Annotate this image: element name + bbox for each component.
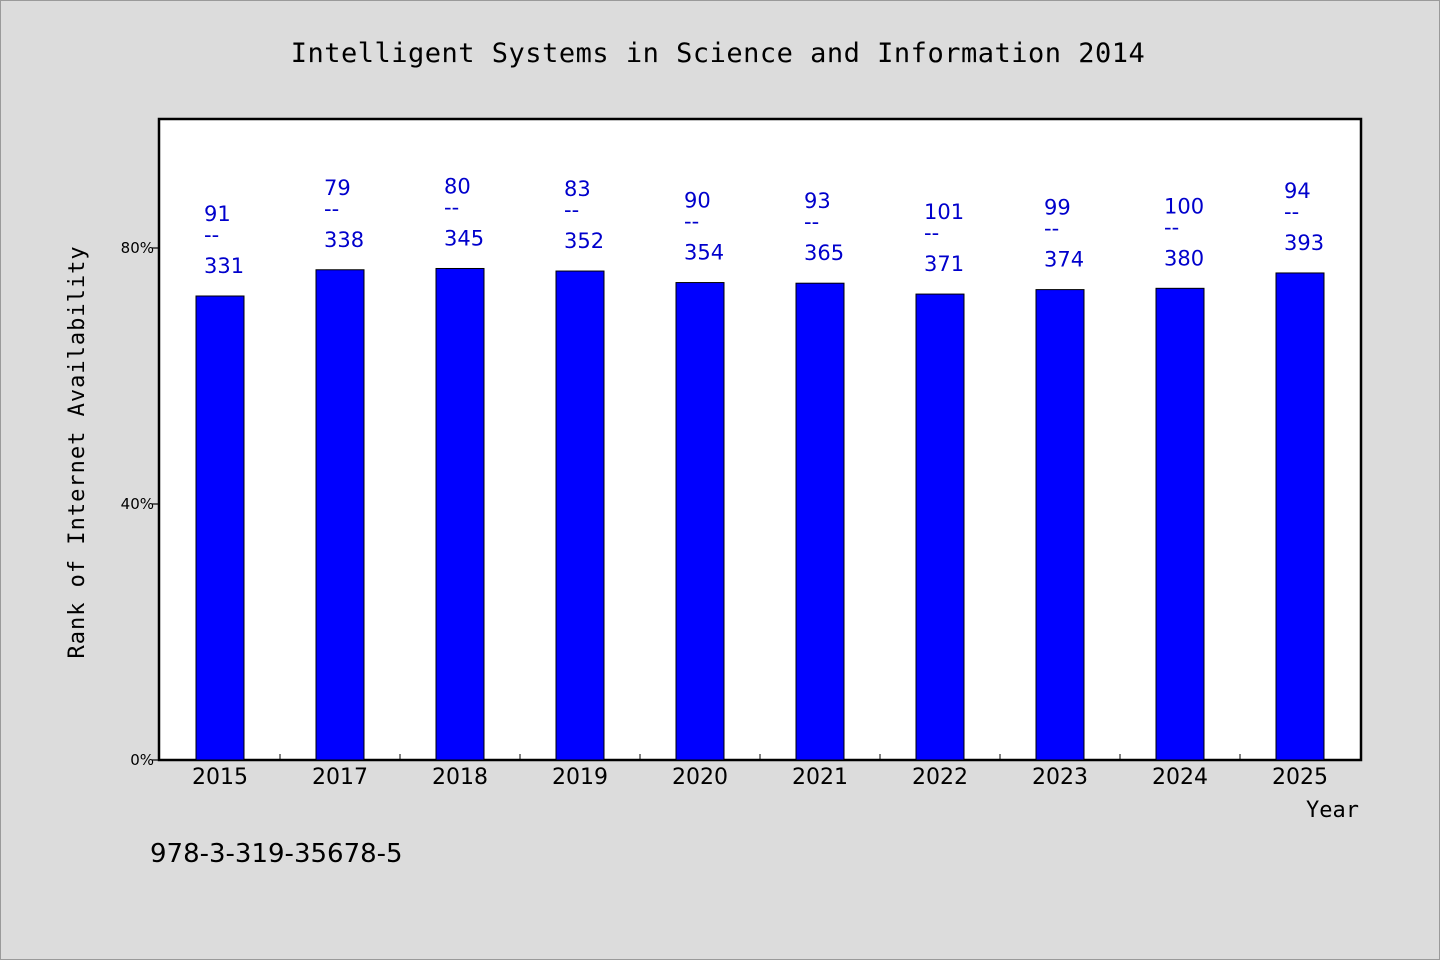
data-label-top: 100 — [1164, 194, 1204, 218]
data-label-sep: -- — [1164, 215, 1179, 239]
bar — [1275, 272, 1325, 761]
data-label-bottom: 345 — [444, 226, 484, 250]
data-label-top: 83 — [564, 177, 591, 201]
data-label-top: 99 — [1044, 196, 1071, 220]
bar — [555, 270, 605, 761]
data-label-sep: -- — [204, 223, 219, 247]
x-tick-label: 2018 — [432, 765, 488, 790]
x-tick-label: 2024 — [1152, 765, 1208, 790]
data-label-sep: -- — [324, 197, 339, 221]
bar — [435, 267, 485, 761]
data-label-sep: -- — [564, 198, 579, 222]
data-label-sep: -- — [444, 195, 459, 219]
data-label-top: 101 — [924, 200, 964, 224]
data-label-bottom: 352 — [564, 229, 604, 253]
x-tick-label: 2017 — [312, 765, 368, 790]
data-label-bottom: 365 — [804, 241, 844, 265]
y-tick-label: 0% — [130, 751, 154, 769]
bar — [1035, 289, 1085, 761]
x-tick-label: 2019 — [552, 765, 608, 790]
data-label-bottom: 338 — [324, 228, 364, 252]
bar — [1155, 287, 1205, 761]
x-axis-label: Year — [1306, 798, 1359, 823]
chart-title: Intelligent Systems in Science and Infor… — [291, 38, 1146, 69]
x-tick-label: 2022 — [912, 765, 968, 790]
y-tick-label: 80% — [121, 239, 154, 257]
x-tick-label: 2020 — [672, 765, 728, 790]
bar — [195, 295, 245, 761]
bar — [795, 282, 845, 761]
data-label-top: 80 — [444, 174, 471, 198]
data-label-top: 93 — [804, 189, 831, 213]
x-tick-label: 2015 — [192, 765, 248, 790]
data-label-bottom: 380 — [1164, 246, 1204, 270]
data-label-bottom: 371 — [924, 252, 964, 276]
y-axis-ticks: 0% 40% 80% — [121, 239, 160, 769]
data-label-sep: -- — [924, 221, 939, 245]
data-label-sep: -- — [1284, 200, 1299, 224]
data-label-sep: -- — [1044, 217, 1059, 241]
bar — [675, 282, 725, 761]
data-label-top: 94 — [1284, 179, 1311, 203]
y-tick-label: 40% — [121, 495, 154, 513]
bar-series — [195, 267, 1325, 761]
data-label-top: 90 — [684, 189, 711, 213]
x-axis-ticks: 2015 2017 2018 2019 2020 2021 2022 2023 2024 2025 — [192, 754, 1328, 790]
x-tick-label: 2021 — [792, 765, 848, 790]
isbn-text: 978-3-319-35678-5 — [150, 839, 403, 869]
data-label-sep: -- — [804, 210, 819, 234]
x-tick-label: 2025 — [1272, 765, 1328, 790]
y-axis-label: Rank of Internet Availability — [65, 245, 90, 658]
data-label-sep: -- — [684, 210, 699, 234]
data-label-bottom: 331 — [204, 254, 244, 278]
data-label-top: 79 — [324, 176, 351, 200]
data-label-bottom: 393 — [1284, 231, 1324, 255]
x-tick-label: 2023 — [1032, 765, 1088, 790]
bar — [915, 293, 965, 761]
bar — [315, 269, 365, 761]
data-label-bottom: 374 — [1044, 248, 1084, 272]
data-label-bottom: 354 — [684, 241, 724, 265]
data-label-top: 91 — [204, 202, 231, 226]
data-labels: 91--33179--33880--34583--35290--35493--3… — [204, 174, 1324, 278]
